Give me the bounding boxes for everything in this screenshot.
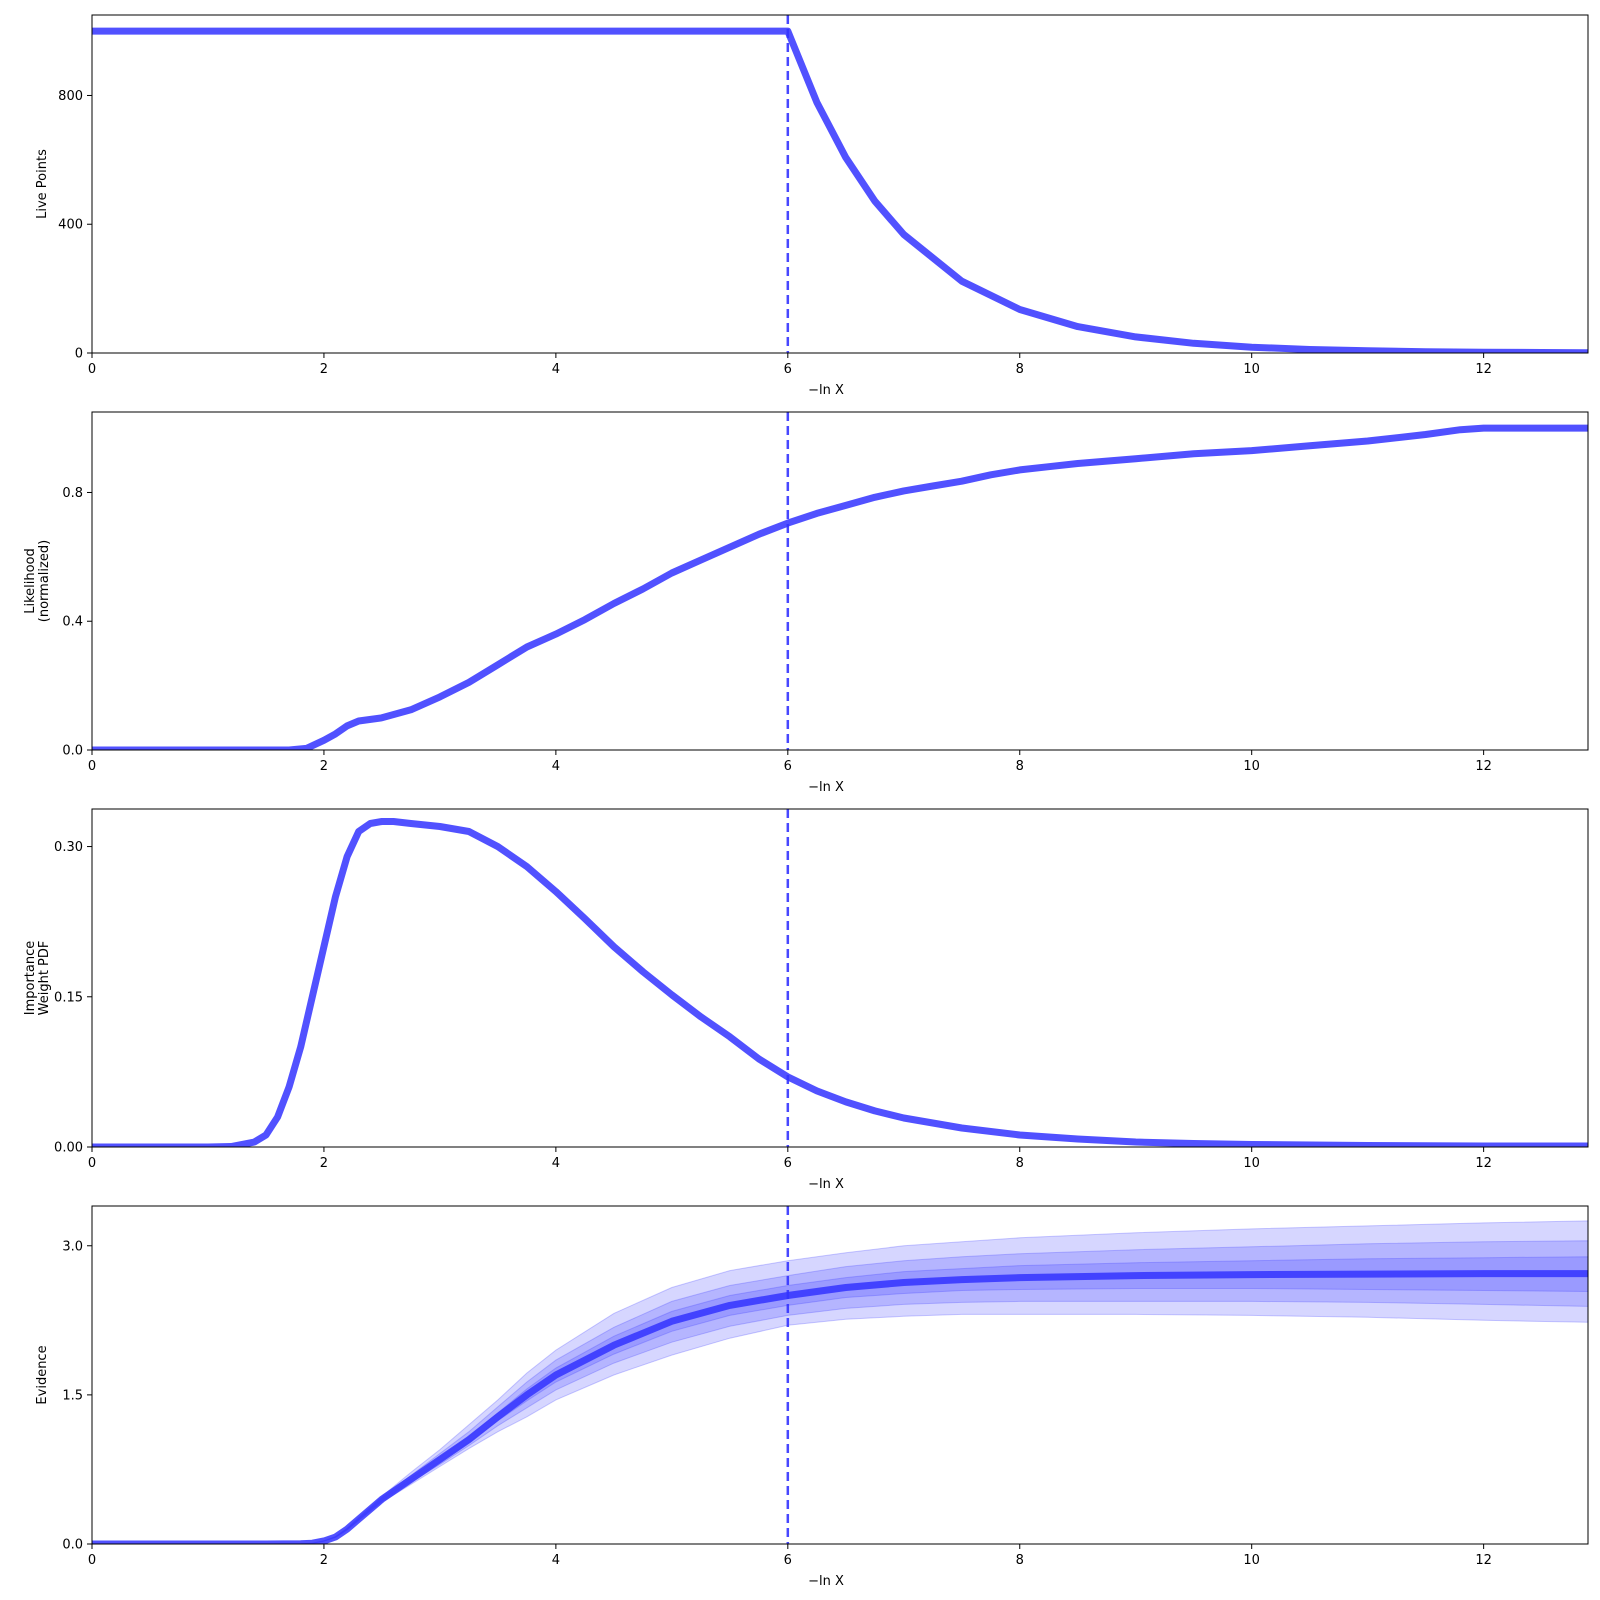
x-axis-label: −ln X: [808, 780, 844, 795]
x-tick-label: 12: [1475, 1553, 1492, 1568]
y-tick-label: 0.00: [54, 1141, 83, 1156]
y-axis-label: Evidence: [35, 1345, 50, 1404]
x-tick-label: 12: [1475, 759, 1492, 774]
y-axis-label: Importance: [23, 941, 38, 1016]
x-tick-label: 0: [88, 759, 96, 774]
x-tick-label: 12: [1475, 362, 1492, 377]
x-axis-label: −ln X: [808, 383, 844, 398]
y-tick-label: 0.0: [62, 744, 83, 759]
y-tick-label: 800: [58, 89, 83, 104]
x-tick-label: 6: [784, 759, 792, 774]
x-tick-label: 8: [1016, 362, 1024, 377]
y-axis-label: Live Points: [35, 149, 50, 219]
x-tick-label: 4: [552, 759, 560, 774]
y-tick-label: 0: [75, 347, 83, 362]
x-tick-label: 4: [552, 1156, 560, 1171]
panel-4: 0 2 4 6 8 10 12 0.0 1.5 3.0 −ln X Evidence: [35, 1205, 1589, 1589]
x-axis-label: −ln X: [808, 1574, 844, 1589]
panel-1: 0 2 4 6 8 10 12 0 400 800 −ln X Live Points: [35, 14, 1589, 398]
y-tick-label: 0.30: [54, 840, 83, 855]
series-line: [92, 27, 1588, 353]
x-tick-label: 12: [1475, 1156, 1492, 1171]
x-tick-label: 0: [88, 1156, 96, 1171]
series-line: [92, 1270, 1588, 1544]
x-tick-label: 8: [1016, 759, 1024, 774]
y-tick-label: 400: [58, 218, 83, 233]
x-tick-label: 8: [1016, 1553, 1024, 1568]
y-tick-label: 0.8: [62, 486, 83, 501]
x-tick-label: 10: [1243, 362, 1260, 377]
x-tick-label: 6: [784, 1553, 792, 1568]
y-axis-label: Weight PDF: [37, 941, 52, 1016]
x-tick-label: 4: [552, 362, 560, 377]
x-tick-label: 2: [320, 759, 328, 774]
panel-2: 0 2 4 6 8 10 12 0.0 0.4 0.8 −ln X Likelihood (normal…: [23, 411, 1589, 795]
panel-3: 0 2 4 6 8 10 12 0.00 0.15 0.30 −ln X Importance Weig…: [23, 808, 1589, 1192]
x-tick-label: 10: [1243, 759, 1260, 774]
axes-frame: [91, 14, 1589, 354]
band-3sigma: [92, 1220, 1588, 1544]
series-line: [92, 818, 1588, 1147]
y-axis-label: Likelihood: [23, 548, 38, 614]
x-tick-label: 0: [88, 1553, 96, 1568]
x-tick-label: 10: [1243, 1553, 1260, 1568]
series-line: [92, 424, 1588, 750]
y-tick-label: 0.0: [62, 1538, 83, 1553]
x-tick-label: 2: [320, 362, 328, 377]
x-tick-label: 6: [784, 362, 792, 377]
axes-frame: [91, 411, 1589, 751]
x-tick-label: 0: [88, 362, 96, 377]
x-axis-label: −ln X: [808, 1177, 844, 1192]
x-tick-label: 4: [552, 1553, 560, 1568]
y-axis-label: (normalized): [37, 540, 52, 622]
axes-frame: [91, 808, 1589, 1148]
y-tick-label: 3.0: [62, 1239, 83, 1254]
x-tick-label: 2: [320, 1553, 328, 1568]
x-tick-label: 2: [320, 1156, 328, 1171]
x-tick-label: 6: [784, 1156, 792, 1171]
x-tick-label: 8: [1016, 1156, 1024, 1171]
y-tick-label: 0.15: [54, 990, 83, 1005]
axes-frame: [91, 1205, 1589, 1545]
y-tick-label: 1.5: [62, 1388, 83, 1403]
y-tick-label: 0.4: [62, 615, 83, 630]
x-tick-label: 10: [1243, 1156, 1260, 1171]
